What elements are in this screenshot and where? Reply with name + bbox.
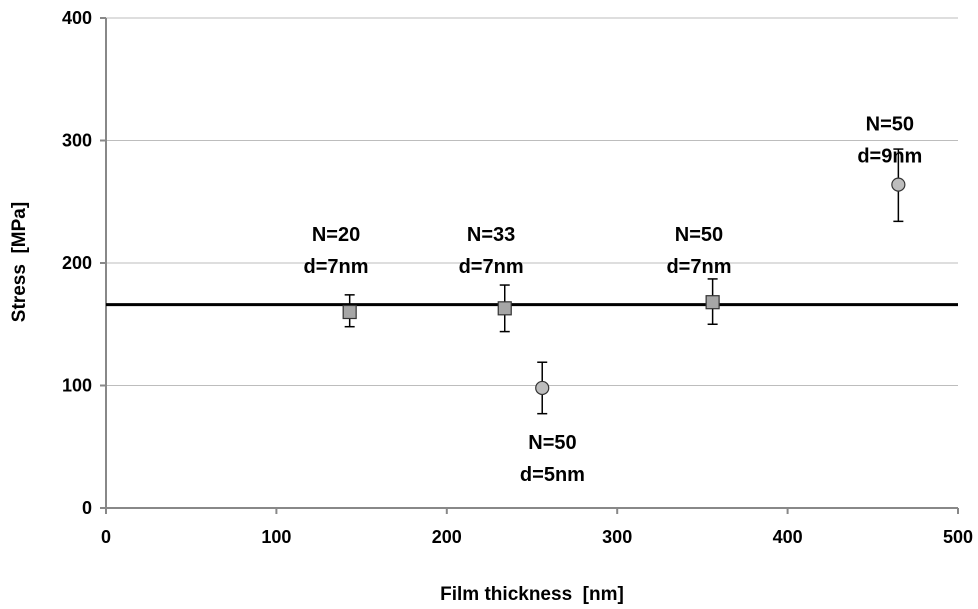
square-data-point <box>705 278 720 325</box>
x-tick-label: 0 <box>101 527 111 547</box>
annotation-count: N=33 <box>467 224 515 246</box>
square-marker <box>342 304 357 320</box>
square-marker <box>705 295 720 310</box>
data-points <box>342 148 906 415</box>
square-marker <box>497 301 512 316</box>
annotation-count: N=50 <box>866 114 914 136</box>
y-tick-label: 0 <box>82 498 92 518</box>
x-tick-label: 200 <box>432 527 462 547</box>
axes <box>105 18 958 509</box>
x-tick-labels: 0 100 200 300 400 500 <box>101 527 973 547</box>
x-tick-label: 500 <box>943 527 973 547</box>
y-tick-label: 300 <box>62 131 92 151</box>
point-annotations: N=20 d=7nm N=33 d=7nm N=50 d=7nm N=50 d=5nm N=50… <box>304 114 923 487</box>
x-tick-label: 100 <box>261 527 291 547</box>
annotation-count: N=50 <box>675 224 723 246</box>
y-tick-labels: 0 100 200 300 400 <box>62 8 92 518</box>
square-data-point <box>342 294 357 328</box>
x-axis-title: Film thickness [nm] <box>440 584 624 605</box>
circle-marker <box>535 380 550 396</box>
y-tick-label: 400 <box>62 8 92 28</box>
x-tick-label: 300 <box>602 527 632 547</box>
annotation-diameter: d=5nm <box>520 464 585 486</box>
y-tick-label: 200 <box>62 253 92 273</box>
y-axis-title: Stress [MPa] <box>9 202 30 322</box>
y-tick-label: 100 <box>62 376 92 396</box>
x-tick-label: 400 <box>773 527 803 547</box>
annotation-diameter: d=7nm <box>666 256 731 278</box>
annotation-diameter: d=7nm <box>304 256 369 278</box>
square-data-point <box>497 284 512 333</box>
circle-data-point <box>891 148 906 223</box>
annotation-count: N=50 <box>528 432 576 454</box>
annotation-diameter: d=9nm <box>857 146 922 168</box>
annotation-count: N=20 <box>312 224 360 246</box>
annotation-diameter: d=7nm <box>459 256 524 278</box>
circle-marker <box>891 177 906 192</box>
circle-data-point <box>535 361 550 415</box>
